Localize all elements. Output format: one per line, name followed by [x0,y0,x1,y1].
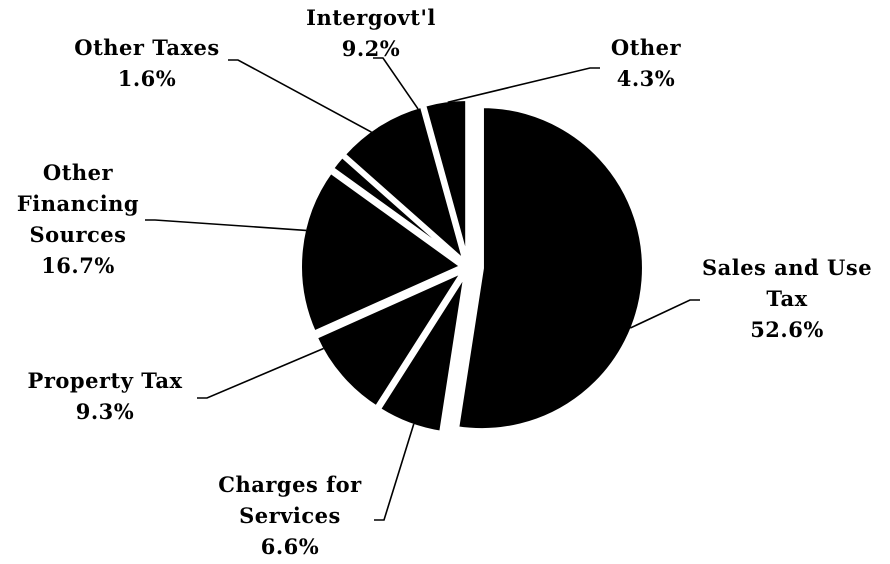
slice-name-intergovt: Intergovt'l [306,5,436,30]
slice-name-othertaxes: Other Taxes [74,35,219,60]
slice-name-financing: Financing [17,191,139,216]
slice-percent-intergovt: 9.2% [342,36,401,61]
slice-name-charges: Charges for [218,472,362,497]
slice-label-sales: Sales and Use Tax 52.6% [702,255,872,342]
leader-lines [145,57,700,521]
pie-slices [298,97,646,435]
pie-slice-sales [454,104,646,433]
slice-name-other: Other [611,35,682,60]
slice-percent-financing: 16.7% [41,253,115,278]
slice-labels: Sales and Use Tax 52.6% Charges for Services… [17,5,872,559]
slice-label-intergovt: Intergovt'l 9.2% [306,5,436,61]
pie-slice-othertaxes [329,152,465,265]
leader-line-other [447,67,600,104]
leader-line-financing [145,219,307,232]
slice-label-other: Other 4.3% [611,35,682,91]
pie-slice-other [421,97,470,262]
pie-slice-intergovt [340,103,469,268]
slice-name-charges: Services [239,503,341,528]
slice-label-financing: Other Financing Sources 16.7% [17,160,139,278]
slice-name-property: Property Tax [28,368,183,393]
pie-slice-financing [298,168,467,336]
pie-slice-property [312,266,469,411]
slice-name-sales: Sales and Use [702,255,872,280]
slice-name-financing: Other [43,160,114,185]
leader-line-property [197,347,324,399]
leader-line-charges [374,423,415,521]
leader-line-sales [629,299,700,329]
slice-label-property: Property Tax 9.3% [28,368,183,424]
slice-percent-sales: 52.6% [750,317,824,342]
leader-line-intergovt [373,57,419,110]
slice-label-othertaxes: Other Taxes 1.6% [74,35,219,91]
slice-label-charges: Charges for Services 6.6% [218,472,362,559]
pie-slice-charges [376,271,468,435]
slice-name-sales: Tax [766,286,807,311]
slice-percent-charges: 6.6% [261,534,320,559]
slice-percent-other: 4.3% [617,66,676,91]
slice-percent-othertaxes: 1.6% [118,66,177,91]
slice-name-financing: Sources [30,222,127,247]
leader-line-othertaxes [228,59,372,133]
slice-percent-property: 9.3% [76,399,135,424]
